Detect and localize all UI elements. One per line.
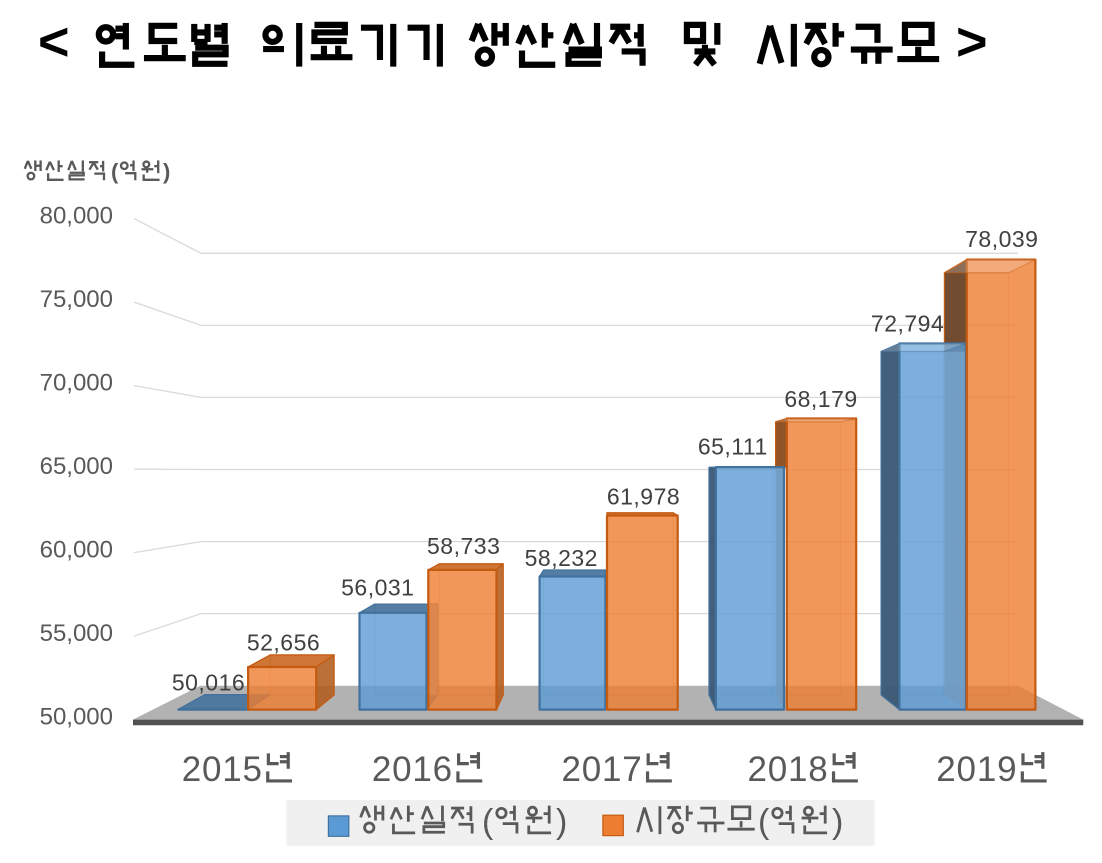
svg-text:55,000: 55,000 xyxy=(40,620,113,647)
svg-text:70,000: 70,000 xyxy=(40,370,113,397)
svg-text:): ) xyxy=(832,803,843,841)
svg-text:80,000: 80,000 xyxy=(40,203,113,230)
svg-text:60,000: 60,000 xyxy=(40,537,113,564)
svg-text:52,656: 52,656 xyxy=(247,630,320,656)
svg-text:72,794: 72,794 xyxy=(871,310,944,336)
svg-text:65,000: 65,000 xyxy=(40,453,113,480)
svg-text:(: ( xyxy=(482,803,494,841)
svg-text:58,733: 58,733 xyxy=(427,533,500,559)
svg-text:<: < xyxy=(38,12,70,72)
svg-text:2019: 2019 xyxy=(936,750,1017,789)
svg-text:56,031: 56,031 xyxy=(341,574,414,600)
svg-text:65,111: 65,111 xyxy=(698,433,768,459)
svg-text:(: ( xyxy=(111,159,119,184)
svg-text:75,000: 75,000 xyxy=(40,286,113,313)
svg-text:78,039: 78,039 xyxy=(965,226,1038,252)
svg-text:(: ( xyxy=(758,803,770,841)
svg-text:): ) xyxy=(163,159,170,184)
svg-text:2016: 2016 xyxy=(372,750,453,789)
svg-text:68,179: 68,179 xyxy=(784,386,857,412)
svg-text:2017: 2017 xyxy=(562,750,643,789)
svg-text:50,000: 50,000 xyxy=(40,704,113,731)
svg-text:50,016: 50,016 xyxy=(172,669,245,695)
svg-text:58,232: 58,232 xyxy=(525,545,598,571)
svg-text:61,978: 61,978 xyxy=(607,483,680,509)
svg-text:): ) xyxy=(556,803,567,841)
svg-text:2018: 2018 xyxy=(748,750,829,789)
svg-text:2015: 2015 xyxy=(182,750,263,789)
svg-text:>: > xyxy=(956,12,988,72)
